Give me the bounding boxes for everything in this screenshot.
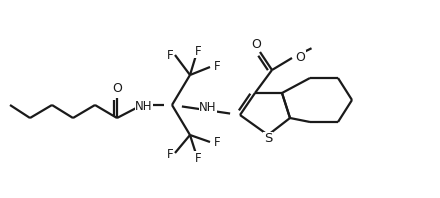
Text: F: F bbox=[166, 49, 173, 62]
Text: O: O bbox=[251, 37, 261, 50]
Text: O: O bbox=[295, 50, 305, 64]
Text: NH: NH bbox=[135, 100, 153, 112]
Text: F: F bbox=[166, 148, 173, 161]
Text: F: F bbox=[214, 135, 220, 148]
Text: O: O bbox=[112, 82, 122, 94]
Text: NH: NH bbox=[199, 101, 217, 113]
Text: F: F bbox=[214, 61, 220, 73]
Text: S: S bbox=[264, 132, 272, 146]
Text: F: F bbox=[194, 45, 202, 57]
Text: F: F bbox=[194, 151, 202, 165]
